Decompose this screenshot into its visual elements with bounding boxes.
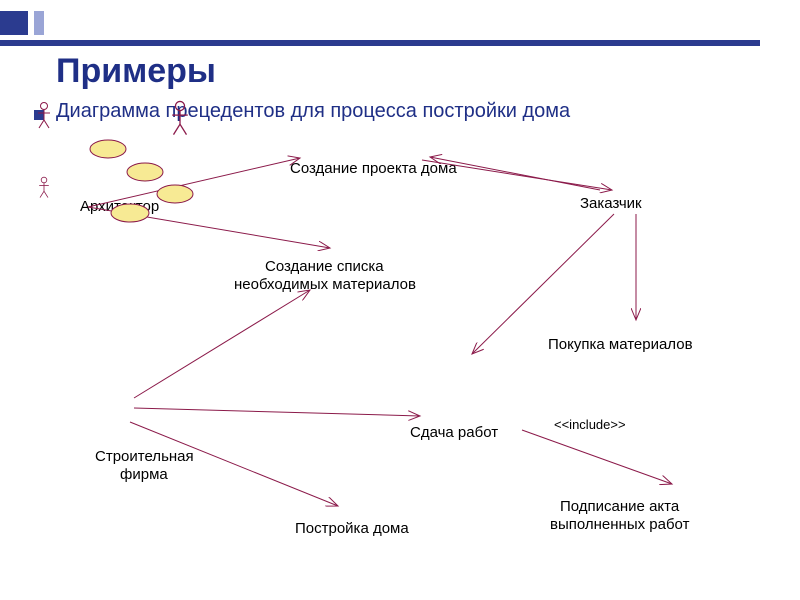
actor-customer-label: Заказчик xyxy=(580,195,642,212)
actor-builder-label-1: Строительная xyxy=(95,448,194,465)
usecase-sign-label-2: выполненных работ xyxy=(550,516,689,533)
usecase-list-label-1: Создание списка xyxy=(265,258,384,275)
header-bar-a xyxy=(0,11,28,35)
usecase-ellipse xyxy=(90,140,126,158)
actor-builder-label-2: фирма xyxy=(120,466,168,483)
subtitle-bullet xyxy=(34,110,44,120)
page-title: Примеры xyxy=(56,52,216,91)
connection-arrow xyxy=(522,430,672,484)
include-stereotype: <<include>> xyxy=(554,418,626,433)
usecase-ellipse xyxy=(127,163,163,181)
connection-arrow xyxy=(134,290,310,398)
usecase-delivery-label: Сдача работ xyxy=(410,424,498,441)
usecase-sign-label-1: Подписание акта xyxy=(560,498,679,515)
connection-arrow xyxy=(134,408,420,416)
actor-architect-label: Архитектор xyxy=(80,198,159,215)
header-bar-c xyxy=(0,40,760,46)
usecase-list-label-2: необходимых материалов xyxy=(234,276,416,293)
header-bar-b xyxy=(34,11,44,35)
usecase-buy-label: Покупка материалов xyxy=(548,336,693,353)
actor-icon xyxy=(39,177,49,197)
usecase-build-label: Постройка дома xyxy=(295,520,409,537)
usecase-project-label: Создание проекта дома xyxy=(290,160,457,177)
connection-arrow xyxy=(472,214,614,354)
page-subtitle: Диаграмма прецедентов для процесса постр… xyxy=(56,100,570,123)
usecase-ellipse xyxy=(157,185,193,203)
